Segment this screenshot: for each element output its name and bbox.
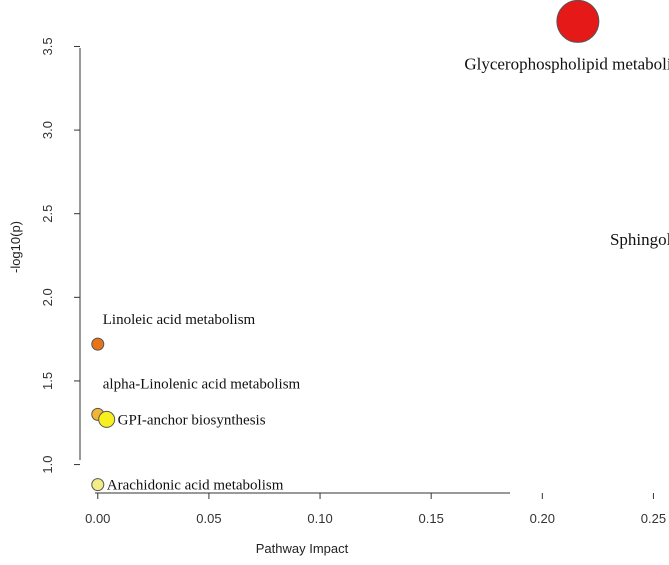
y-tick-label: 2.5 — [40, 205, 55, 223]
y-axis: 1.0 1.5 2.0 2.5 3.0 3.5 — [40, 37, 81, 474]
data-point — [91, 337, 105, 351]
x-tick-label: 0.05 — [196, 511, 221, 526]
y-axis-title: -log10(p) — [8, 221, 23, 273]
data-point — [556, 0, 600, 43]
x-tick-label: 0.15 — [419, 511, 444, 526]
point-label: alpha-Linolenic acid metabolism — [103, 376, 301, 392]
y-tick-label: 3.5 — [40, 37, 55, 55]
point-label: Glycerophospholipid metabolism — [464, 54, 669, 73]
x-tick-label: 0.00 — [85, 511, 110, 526]
x-tick-label: 0.20 — [530, 511, 555, 526]
data-points — [91, 0, 600, 492]
y-tick-label: 2.0 — [40, 288, 55, 306]
point-label: Linoleic acid metabolism — [103, 312, 256, 328]
x-tick-label: 0.10 — [307, 511, 332, 526]
point-label: Sphingolipid metabolism — [610, 230, 669, 249]
x-axis-title: Pathway Impact — [256, 541, 349, 556]
y-tick-label: 1.5 — [40, 372, 55, 390]
point-label: Arachidonic acid metabolism — [107, 478, 284, 494]
data-point — [98, 410, 116, 428]
y-tick-label: 1.0 — [40, 456, 55, 474]
point-labels: Glycerophospholipid metabolism Sphingolip… — [103, 54, 669, 493]
y-tick-label: 3.0 — [40, 121, 55, 139]
x-axis: 0.00 0.05 0.10 0.15 0.20 0.25 — [85, 492, 666, 526]
point-label: GPI-anchor biosynthesis — [118, 412, 266, 428]
x-tick-label: 0.25 — [641, 511, 666, 526]
data-point — [91, 478, 105, 492]
